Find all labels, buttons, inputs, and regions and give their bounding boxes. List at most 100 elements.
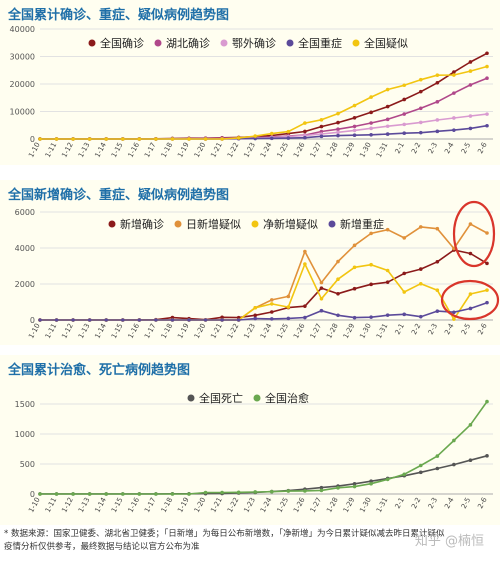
data-point — [402, 472, 407, 477]
x-tick-label: 1-15 — [110, 141, 125, 159]
x-tick-label: 2-6 — [476, 141, 489, 155]
x-tick-label: 1-29 — [342, 322, 357, 340]
x-tick-label: 1-16 — [127, 322, 142, 340]
data-point — [452, 70, 456, 74]
data-point — [269, 136, 274, 141]
x-tick-label: 1-30 — [358, 322, 373, 340]
data-point — [38, 318, 42, 322]
data-point — [87, 137, 92, 141]
data-point — [336, 313, 340, 318]
x-tick-label: 1-21 — [209, 496, 224, 514]
x-tick-label: 1-19 — [176, 141, 191, 159]
x-tick-label: 1-17 — [143, 322, 158, 340]
x-tick-label: 1-23 — [242, 141, 257, 159]
data-point — [269, 131, 274, 136]
data-point — [319, 280, 324, 285]
recovery-death-chart-panel: 全国累计治愈、死亡病例趋势图 0 500 1000 1500 1-10 1-11 1-12 1… — [0, 355, 500, 525]
x-tick-label: 1-12 — [60, 322, 75, 340]
data-point — [485, 64, 489, 69]
x-tick-label: 1-22 — [226, 141, 241, 159]
legend-marker — [154, 39, 162, 47]
data-point — [369, 479, 373, 484]
data-point — [452, 91, 456, 95]
legend-marker — [286, 39, 294, 47]
data-point — [303, 121, 307, 125]
x-tick-label: 1-25 — [276, 322, 291, 340]
data-point — [220, 318, 224, 322]
x-tick-label: 2-3 — [427, 496, 439, 510]
x-tick-label: 2-5 — [460, 322, 472, 336]
data-point — [187, 137, 191, 141]
x-tick-label: 1-13 — [77, 496, 92, 514]
data-point — [369, 481, 373, 486]
x-tick-label: 1-24 — [259, 496, 274, 514]
x-tick-label: 1-19 — [176, 496, 191, 514]
data-point — [352, 484, 357, 489]
data-point — [319, 134, 324, 139]
data-point — [435, 118, 440, 122]
x-tick-label: 1-14 — [93, 496, 108, 514]
data-point — [319, 124, 324, 129]
x-tick-label: 1-27 — [309, 496, 324, 514]
data-point — [54, 137, 59, 141]
data-point — [336, 130, 340, 135]
x-tick-label: 1-28 — [325, 141, 340, 159]
x-tick-label: 1-21 — [209, 141, 224, 159]
data-point — [236, 490, 241, 495]
data-point — [385, 477, 390, 482]
data-point — [286, 129, 291, 134]
data-point — [452, 116, 456, 120]
data-point — [369, 110, 373, 115]
x-tick-label: 1-11 — [44, 496, 59, 514]
x-tick-label: 1-23 — [242, 322, 257, 340]
data-point — [402, 122, 407, 127]
x-tick-label: 2-4 — [443, 322, 456, 336]
x-tick-label: 1-20 — [193, 496, 208, 514]
x-tick-label: 1-17 — [143, 141, 158, 159]
data-point — [303, 262, 307, 266]
x-tick-label: 1-14 — [93, 322, 108, 340]
data-point — [468, 114, 473, 118]
legend-marker — [352, 39, 360, 47]
y-tick-label: 4000 — [15, 244, 35, 253]
data-point — [402, 83, 407, 88]
legend-label: 鄂外确诊 — [232, 36, 276, 50]
data-point — [352, 115, 357, 120]
data-point — [369, 121, 373, 125]
data-point — [418, 314, 423, 319]
data-point — [385, 268, 390, 273]
data-point — [468, 423, 473, 427]
data-point — [286, 305, 291, 309]
x-tick-label: 1-18 — [160, 496, 175, 514]
data-point — [303, 135, 307, 140]
data-point — [187, 318, 191, 322]
data-point — [336, 277, 340, 282]
data-point — [369, 126, 373, 131]
data-point — [220, 490, 224, 495]
data-point — [170, 492, 175, 496]
data-point — [352, 124, 357, 129]
data-point — [418, 120, 423, 125]
data-point — [319, 488, 324, 493]
data-point — [154, 137, 158, 141]
x-tick-label: 2-6 — [476, 496, 489, 510]
x-tick-label: 1-27 — [309, 141, 324, 159]
x-tick-label: 1-13 — [77, 322, 92, 340]
data-point — [418, 470, 423, 475]
data-point — [418, 77, 423, 82]
data-point — [319, 118, 324, 122]
x-tick-label: 1-12 — [60, 496, 75, 514]
data-point — [220, 137, 224, 141]
data-point — [319, 286, 324, 290]
legend-label: 湖北确诊 — [166, 36, 210, 50]
data-point — [120, 492, 125, 496]
data-point — [369, 133, 373, 137]
legend-label: 新增确诊 — [120, 217, 164, 231]
data-point — [485, 123, 489, 128]
x-tick-label: 1-25 — [276, 141, 291, 159]
data-point — [468, 306, 473, 311]
data-point — [38, 137, 42, 141]
x-tick-label: 2-2 — [410, 322, 422, 336]
data-point — [71, 492, 75, 496]
